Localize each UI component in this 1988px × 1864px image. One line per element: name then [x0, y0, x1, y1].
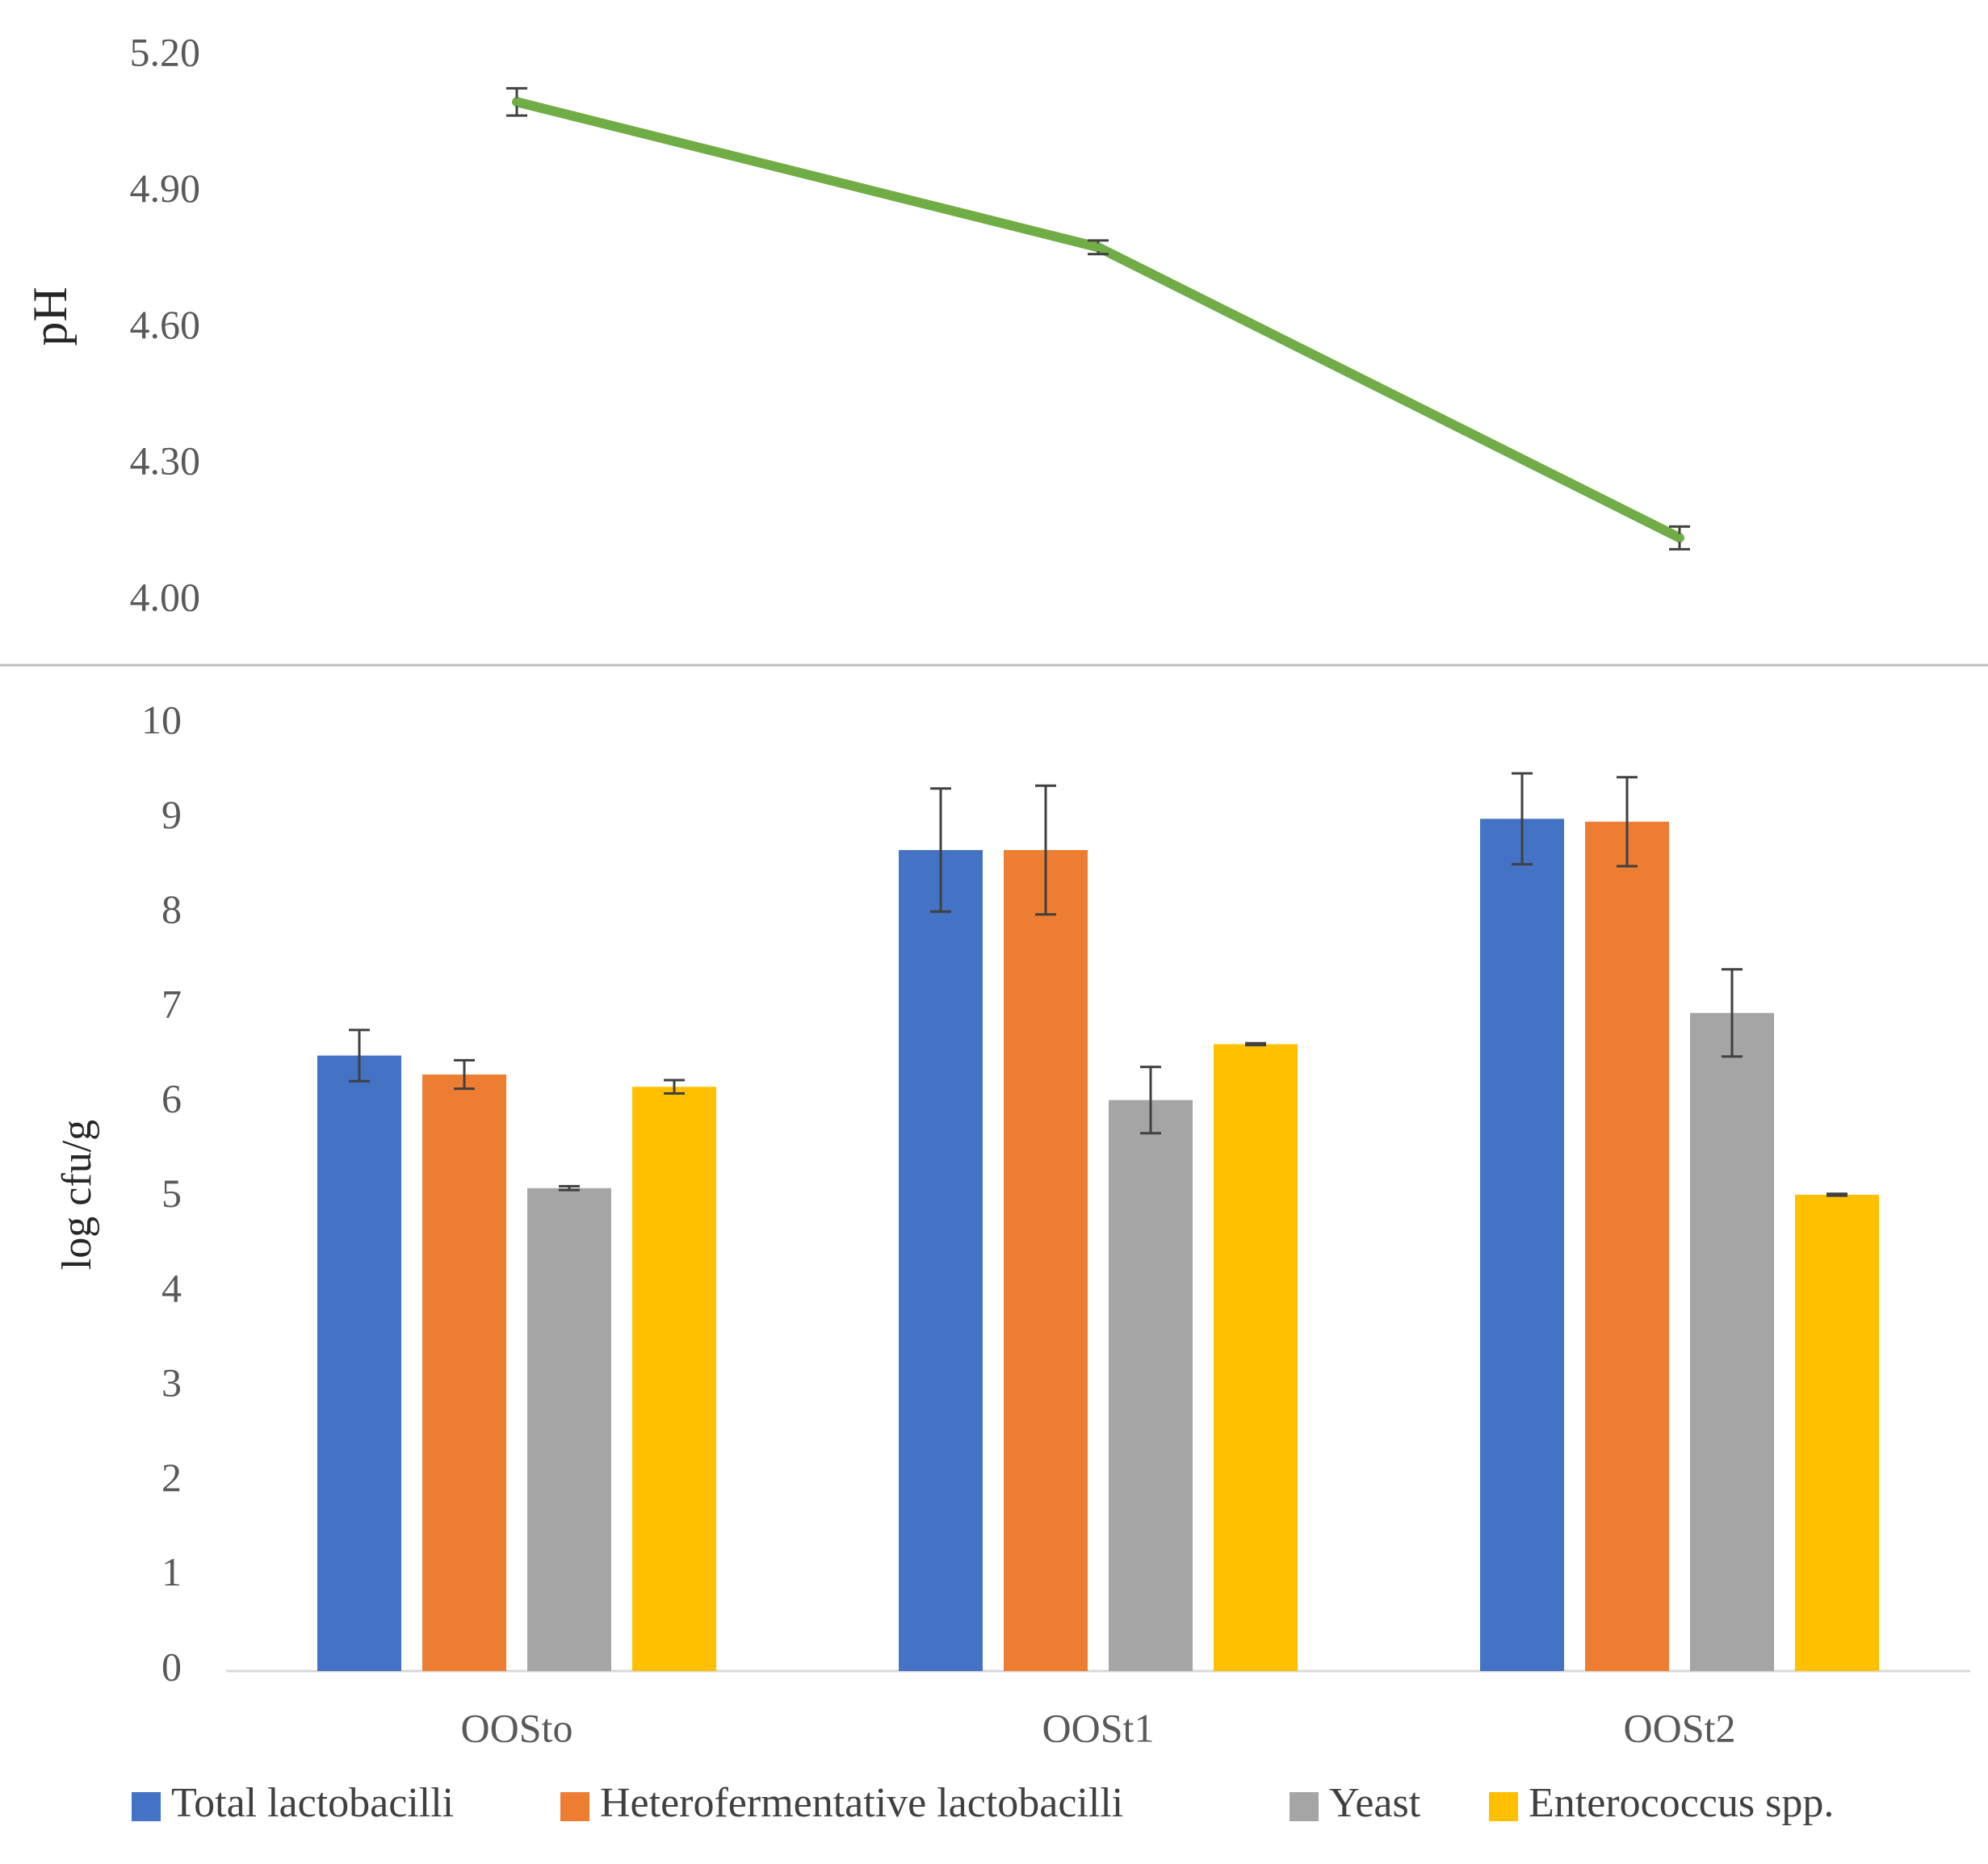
bar	[1795, 1194, 1879, 1671]
legend-swatch	[1290, 1792, 1319, 1821]
bar-y-tick-label: 0	[161, 1644, 182, 1689]
bar	[1004, 850, 1088, 1671]
bar-y-tick-label: 9	[161, 792, 182, 837]
ph-y-tick-label: 4.60	[130, 302, 201, 347]
bar-y-tick-label: 5	[161, 1171, 182, 1216]
legend: Total lactobacilli Heterofermentative lac…	[132, 1780, 1834, 1826]
legend-swatch	[560, 1792, 589, 1821]
bar	[527, 1188, 611, 1671]
bar	[1109, 1100, 1193, 1671]
ph-y-axis-title: pH	[23, 287, 77, 346]
bar	[422, 1074, 506, 1671]
bar-y-axis-title: log cfu/g	[54, 1120, 100, 1270]
ph-data-point	[513, 98, 521, 107]
bar-y-tick-label: 6	[161, 1076, 182, 1121]
bar-y-tick-label: 7	[161, 981, 182, 1026]
ph-y-tick-label: 4.00	[130, 574, 201, 619]
x-category-label: OOSto	[461, 1705, 573, 1750]
microbial-bar-chart: 0 1 2 3 4 5 6 7 8 9 10 log cfu/g OOSto OOSt1 OOSt2	[54, 697, 1970, 1750]
bar	[317, 1055, 401, 1671]
bar-y-tick-label: 3	[161, 1360, 182, 1405]
bar-y-tick-label: 2	[161, 1455, 182, 1500]
legend-label: Heterofermentative lactobacilli	[600, 1780, 1123, 1826]
x-category-label: OOSt2	[1624, 1705, 1736, 1750]
bar	[899, 850, 983, 1671]
bar-y-tick-label: 1	[161, 1549, 182, 1594]
bar	[1214, 1044, 1298, 1671]
bar	[1585, 821, 1669, 1671]
bar	[1690, 1012, 1774, 1671]
legend-label: Total lactobacilli	[171, 1780, 454, 1826]
legend-label: Yeast	[1329, 1780, 1421, 1826]
ph-data-point	[1094, 243, 1102, 252]
ph-series-line	[512, 97, 1684, 543]
legend-label: Enterococcus spp.	[1529, 1780, 1834, 1826]
bar-y-tick-label: 8	[161, 886, 182, 932]
bar-y-tick-label: 10	[141, 697, 182, 742]
bar	[1480, 819, 1564, 1671]
ph-y-tick-label: 5.20	[130, 29, 201, 74]
legend-swatch	[1489, 1792, 1518, 1821]
ph-y-tick-label: 4.30	[130, 438, 201, 484]
ph-line-chart: 4.00 4.30 4.60 4.90 5.20 pH	[23, 29, 1690, 619]
ph-data-point	[1676, 534, 1684, 542]
legend-swatch	[132, 1792, 161, 1821]
x-category-label: OOSt1	[1042, 1705, 1155, 1750]
bar-y-tick-label: 4	[161, 1265, 182, 1310]
ph-y-tick-label: 4.90	[130, 165, 201, 211]
bar	[632, 1087, 716, 1671]
